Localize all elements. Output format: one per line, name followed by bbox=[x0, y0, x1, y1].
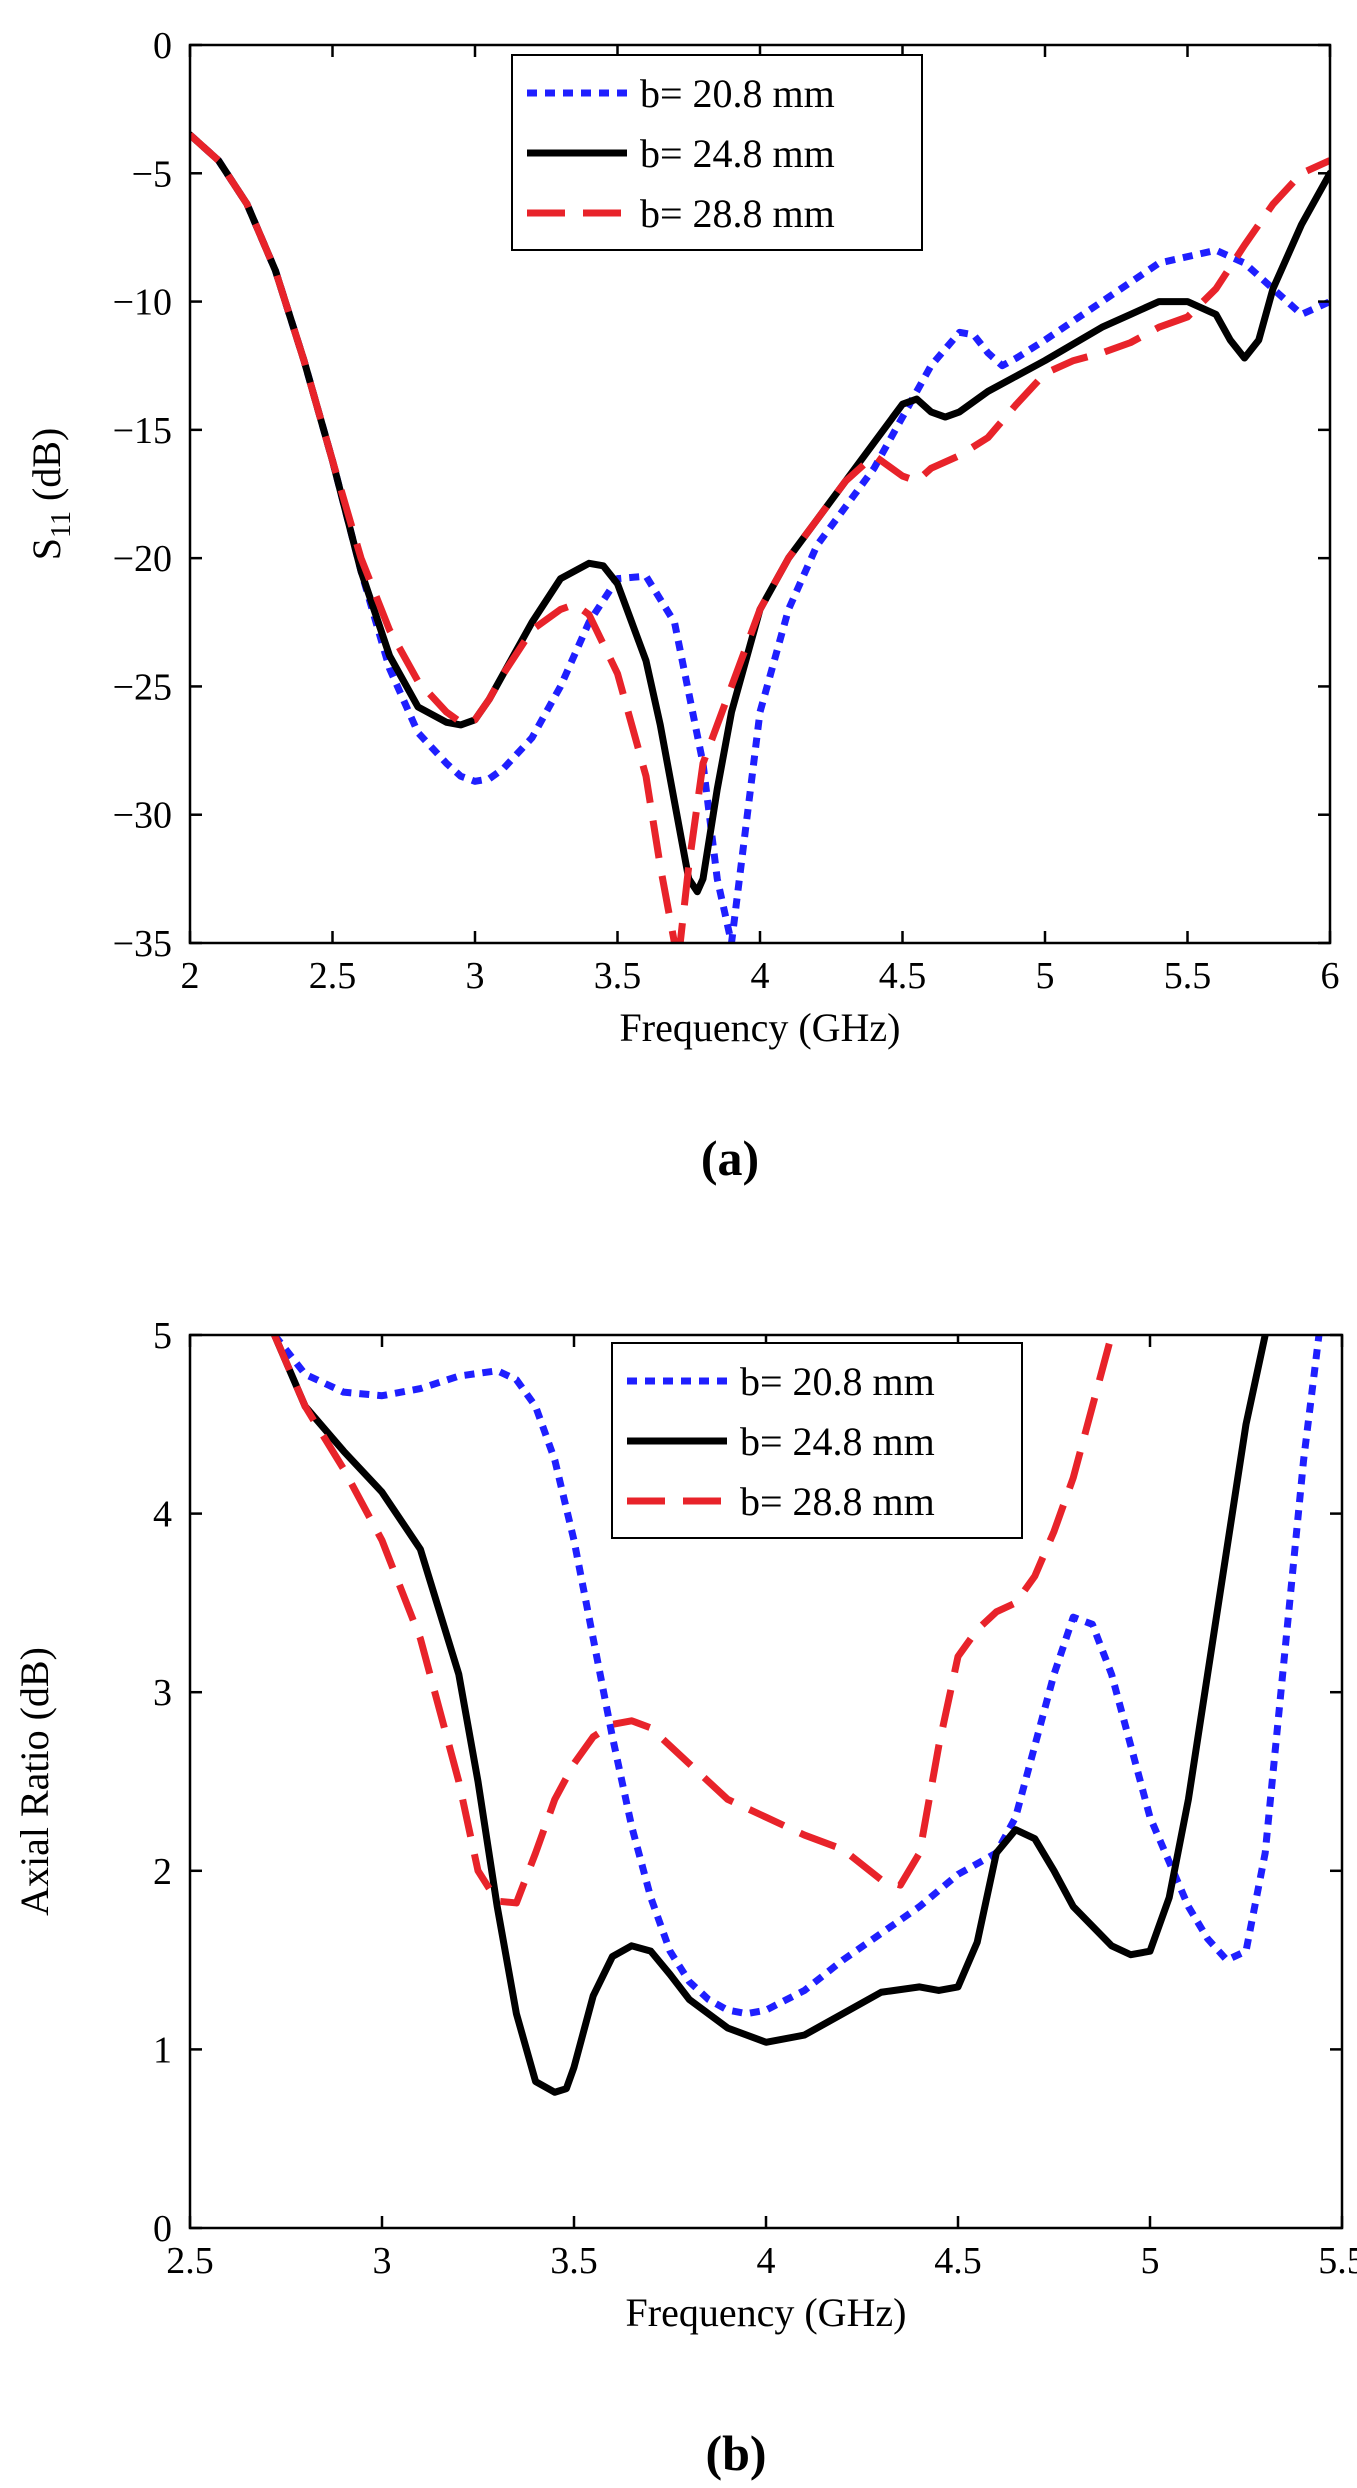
panel-a-x-tick-label: 4.5 bbox=[879, 955, 927, 997]
panel-a-x-tick-label: 5.5 bbox=[1164, 955, 1212, 997]
panel-b-x-tick-label: 5.5 bbox=[1318, 2240, 1357, 2282]
panel-a-x-tick-label: 3.5 bbox=[594, 955, 642, 997]
panel-a-x-tick-label: 2.5 bbox=[309, 955, 357, 997]
panel-b-x-axis-label: Frequency (GHz) bbox=[626, 2290, 907, 2335]
panel-b-legend-label-1: b= 20.8 mm bbox=[740, 1359, 935, 1404]
panel-b-x-tick-label: 3.5 bbox=[550, 2240, 598, 2282]
panel-b-y-tick-label: 5 bbox=[153, 1315, 172, 1357]
panel-a-x-tick-label: 4 bbox=[751, 955, 770, 997]
panel-b-y-tick-label: 0 bbox=[153, 2208, 172, 2250]
panel-a-series-1-line bbox=[190, 132, 1330, 943]
panel-a-y-tick-label: −15 bbox=[113, 410, 172, 452]
panel-b-x-tick-label: 4 bbox=[757, 2240, 776, 2282]
panel-a-x-tick-label: 5 bbox=[1036, 955, 1055, 997]
panel-a-x-tick-label: 3 bbox=[466, 955, 485, 997]
panel-a-y-tick-label: −30 bbox=[113, 795, 172, 837]
panel-b-series-2-line bbox=[270, 1335, 1269, 2096]
panel-b-y-tick-label: 3 bbox=[153, 1672, 172, 1714]
panel-a-y-tick-label: −35 bbox=[113, 923, 172, 965]
panel-a-legend-label-2: b= 24.8 mm bbox=[640, 131, 835, 176]
panel-a-legend-label-3: b= 28.8 mm bbox=[640, 191, 835, 236]
panel-a-series-3-line bbox=[190, 132, 1330, 943]
panel-a-y-tick-label: −5 bbox=[132, 153, 172, 195]
panel-b-x-tick-label: 3 bbox=[373, 2240, 392, 2282]
panel-b-series-3-line bbox=[271, 1335, 1115, 1907]
panel-b-axial-ratio-chart: 2.5 3 3.5 4 4.5 5 5.5 0 1 2 3 4 5 Frequency (GHz) Axia… bbox=[12, 1315, 1357, 2481]
panel-a-y-tick-label: −25 bbox=[113, 666, 172, 708]
panel-a-y-axis-label: S11 (dB) bbox=[24, 428, 77, 561]
panel-a-panel-label: (a) bbox=[701, 1130, 759, 1186]
panel-a-y-tick-label: −10 bbox=[113, 282, 172, 324]
panel-b-x-tick-label: 5 bbox=[1141, 2240, 1160, 2282]
panel-b-legend-label-2: b= 24.8 mm bbox=[740, 1419, 935, 1464]
panel-a-x-axis-label: Frequency (GHz) bbox=[620, 1005, 901, 1050]
panel-a-x-tick-label: 2 bbox=[181, 955, 200, 997]
panel-a-y-axis-label-suffix: (dB) bbox=[24, 428, 69, 511]
panel-b-series-1-line bbox=[271, 1335, 1323, 2018]
panel-a-s11-chart: 2 2.5 3 3.5 4 4.5 5 5.5 6 0 −5 −10 −15 −20 −25 −30 −35 Fr… bbox=[24, 25, 1340, 1186]
panel-b-panel-label: (b) bbox=[705, 2425, 766, 2481]
panel-b-x-tick-label: 4.5 bbox=[934, 2240, 982, 2282]
panel-a-y-tick-label: 0 bbox=[153, 25, 172, 67]
panel-a-y-tick-label: −20 bbox=[113, 538, 172, 580]
panel-b-y-tick-label: 1 bbox=[153, 2029, 172, 2071]
panel-b-legend: b= 20.8 mm b= 24.8 mm b= 28.8 mm bbox=[611, 1342, 1023, 1539]
panel-a-legend: b= 20.8 mm b= 24.8 mm b= 28.8 mm bbox=[511, 54, 923, 251]
panel-a-y-axis-label-main: S bbox=[24, 538, 69, 560]
panel-b-y-tick-label: 4 bbox=[153, 1494, 172, 1536]
panel-b-x-tick-label: 2.5 bbox=[166, 2240, 214, 2282]
panel-a-y-axis-label-subscript: 11 bbox=[46, 511, 77, 538]
panel-b-y-axis-label: Axial Ratio (dB) bbox=[12, 1647, 57, 1916]
panel-a-legend-label-1: b= 20.8 mm bbox=[640, 71, 835, 116]
panel-a-x-tick-label: 6 bbox=[1321, 955, 1340, 997]
panel-b-legend-label-3: b= 28.8 mm bbox=[740, 1479, 935, 1524]
panel-a-series-2-line bbox=[190, 131, 1330, 896]
panel-b-y-tick-label: 2 bbox=[153, 1851, 172, 1893]
